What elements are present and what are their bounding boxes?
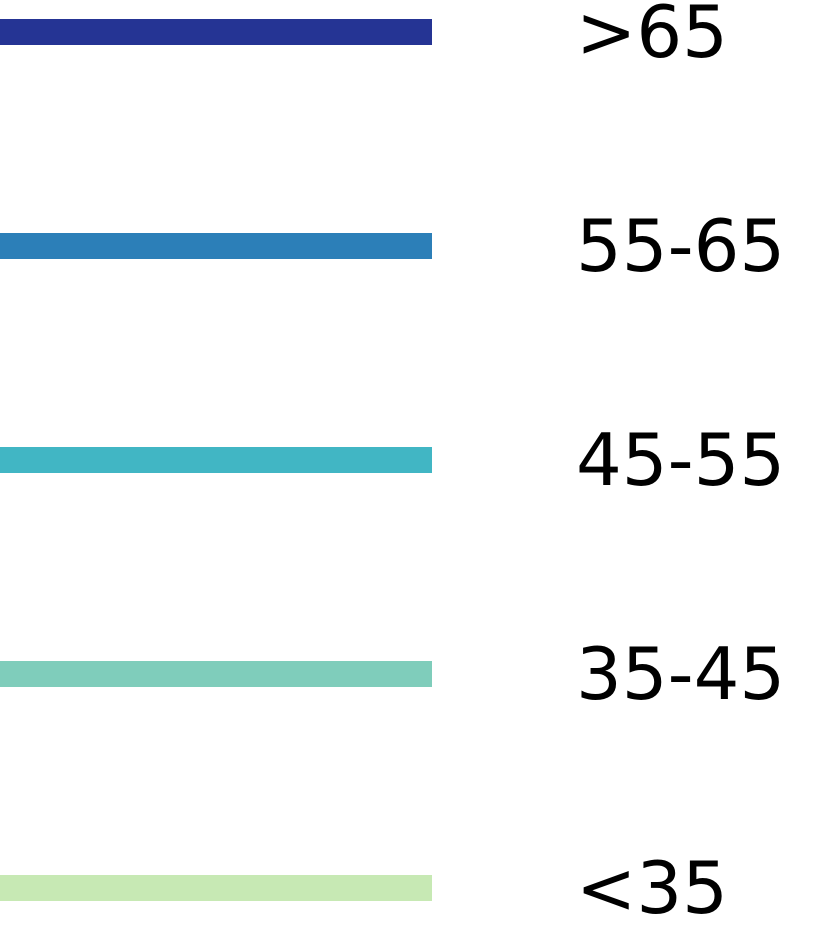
legend-swatch (0, 875, 432, 901)
legend-label: 55-65 (576, 204, 786, 288)
legend-item-55-65: 55-65 (0, 204, 823, 288)
legend-swatch (0, 661, 432, 687)
legend-item-lt35: <35 (0, 846, 823, 930)
legend-label: 35-45 (576, 632, 786, 716)
legend-swatch (0, 233, 432, 259)
legend-label: >65 (576, 0, 728, 74)
legend-item-gt65: >65 (0, 0, 823, 74)
legend-label: 45-55 (576, 418, 786, 502)
legend-item-35-45: 35-45 (0, 632, 823, 716)
legend-swatch (0, 19, 432, 45)
legend-label: <35 (576, 846, 728, 930)
legend-swatch (0, 447, 432, 473)
legend-item-45-55: 45-55 (0, 418, 823, 502)
